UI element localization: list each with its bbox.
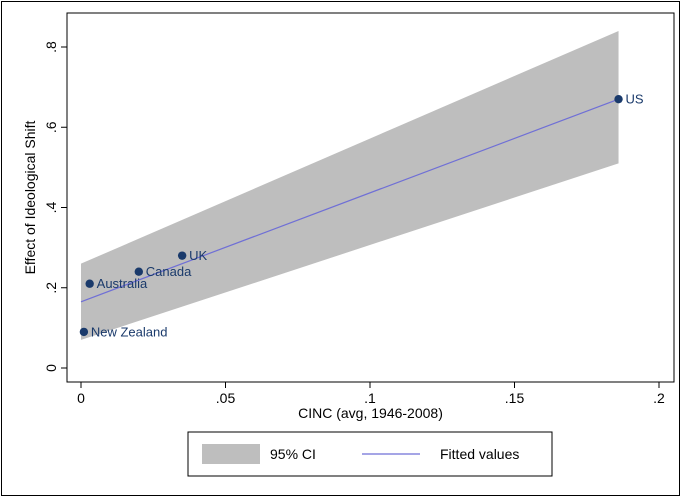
y-axis: 0 .2 .4 .6 .8 [43,41,67,372]
x-tick-label: .05 [216,390,236,406]
x-axis: 0 .05 .1 .15 .2 [77,382,665,406]
point-label: Canada [146,264,192,279]
ci-band [81,30,619,340]
fitted-line [80,98,619,303]
legend-ci-label: 95% CI [270,446,316,462]
data-point [134,267,143,276]
x-tick-label: .2 [653,390,665,406]
data-point [614,94,623,104]
point-label: New Zealand [91,324,168,339]
point-label: Australia [97,276,148,291]
legend-ci-swatch [202,444,260,464]
point-label: US [626,92,644,107]
data-point [85,279,94,288]
point-label: UK [189,248,207,263]
legend-fitted-label: Fitted values [440,446,519,462]
y-tick-label: .6 [43,121,59,133]
legend: 95% CI Fitted values [187,431,553,477]
y-tick-label: .8 [43,41,59,53]
x-tick-label: 0 [77,390,85,406]
y-tick-label: .4 [43,201,59,213]
x-tick-label: .15 [505,390,525,406]
x-tick-label: .1 [364,390,376,406]
y-axis-title: Effect of Ideological Shift [22,120,38,274]
data-point [79,327,89,337]
data-point [177,251,187,260]
y-tick-label: .2 [43,282,59,294]
y-tick-label: 0 [43,364,59,372]
x-axis-title: CINC (avg, 1946-2008) [298,405,443,421]
